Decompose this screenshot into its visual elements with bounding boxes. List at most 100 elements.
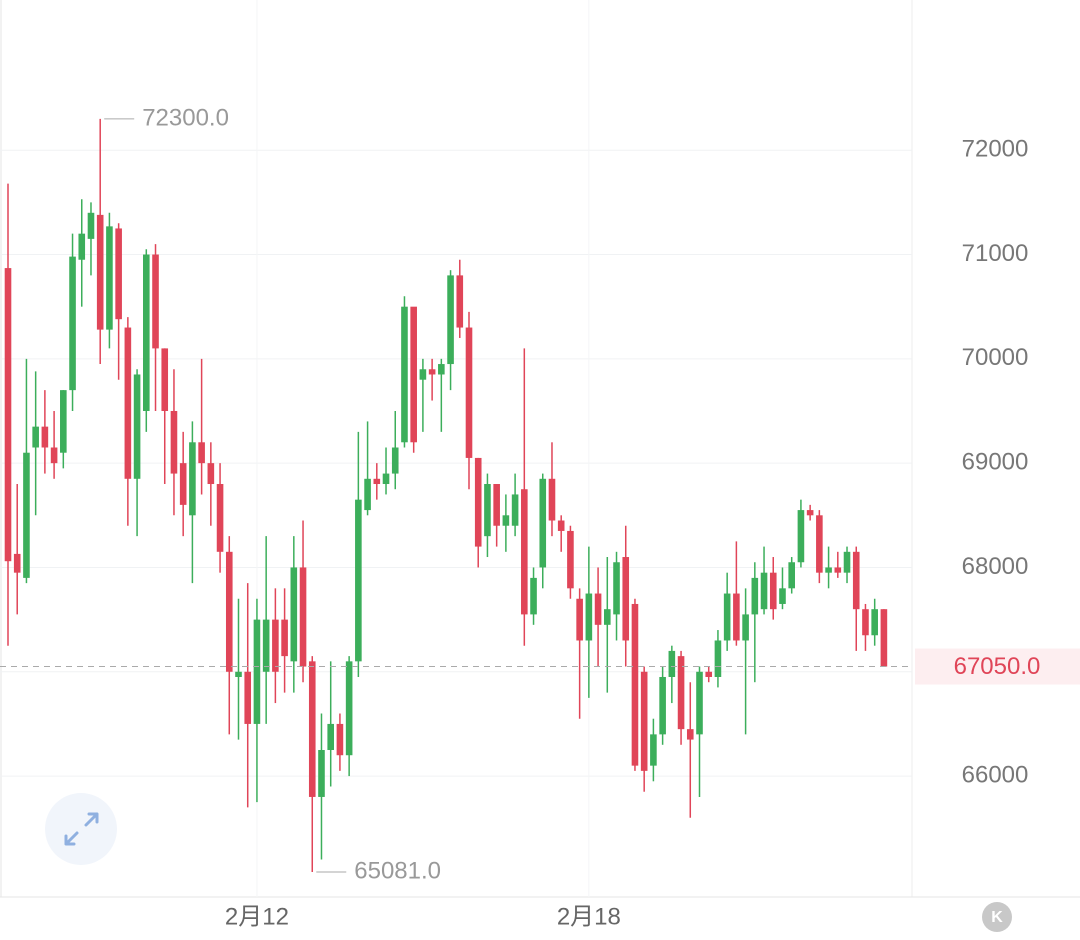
candle-body <box>428 369 436 375</box>
candle-body <box>106 226 113 330</box>
candle-body <box>373 478 381 485</box>
candle-body <box>788 562 795 589</box>
candle-body <box>69 256 76 391</box>
candle-body <box>816 515 823 573</box>
candle-body <box>769 572 777 610</box>
candle-body <box>244 671 252 724</box>
logo-text: K <box>991 909 1003 926</box>
y-tick-label: 66000 <box>962 761 1029 788</box>
candle-body <box>161 348 169 411</box>
candle-body <box>78 233 86 260</box>
candle-body <box>668 650 676 677</box>
candle-body <box>871 609 878 636</box>
candle-body <box>723 593 731 641</box>
candle-body <box>456 275 464 328</box>
candle-body <box>705 671 713 677</box>
candle-body <box>733 593 740 641</box>
x-tick-label: 2月12 <box>225 903 289 930</box>
candle-body <box>834 567 842 573</box>
candle-body <box>474 457 482 547</box>
candle-body <box>502 515 510 526</box>
candle-body <box>659 676 666 735</box>
candle-body <box>336 723 344 756</box>
candle-body <box>650 734 657 766</box>
candle-body <box>585 593 593 641</box>
candle-body <box>143 254 150 411</box>
candle-body <box>438 364 445 375</box>
candle-body <box>548 478 556 521</box>
candle-body <box>557 520 565 531</box>
candle-body <box>216 484 224 552</box>
candle-body <box>806 510 814 516</box>
candle-body <box>87 212 95 239</box>
candle-body <box>50 447 58 464</box>
candle-body <box>465 327 473 458</box>
candle-body <box>198 442 205 464</box>
last-price-label: 67050.0 <box>954 653 1041 680</box>
x-tick-label: 2月18 <box>557 903 621 930</box>
candle-body <box>410 306 417 443</box>
candle-body <box>391 447 399 474</box>
candle-body <box>631 603 639 766</box>
annotation-label: 65081.0 <box>354 857 441 884</box>
candle-body <box>419 369 427 380</box>
y-tick-label: 72000 <box>962 136 1029 163</box>
candle-body <box>133 374 141 479</box>
candle-body <box>521 489 528 615</box>
candle-body <box>272 619 279 672</box>
candle-body <box>576 598 583 641</box>
candle-body <box>60 390 67 453</box>
candle-body <box>760 572 768 610</box>
candle-body <box>447 275 454 365</box>
candle-body <box>235 671 242 677</box>
candle-body <box>594 593 602 625</box>
candle-body <box>115 228 122 320</box>
candle-body <box>677 656 685 730</box>
candle-body <box>742 614 749 641</box>
candle-body <box>152 254 159 349</box>
candle-body <box>4 268 12 562</box>
candle-body <box>751 577 759 615</box>
candle-body <box>96 214 104 330</box>
candle-body <box>604 609 611 625</box>
candle-body <box>170 410 178 474</box>
candle-body <box>364 478 371 511</box>
candle-body <box>355 499 362 662</box>
candle-body <box>253 619 261 724</box>
expand-icon <box>64 812 99 846</box>
candle-body <box>262 619 270 672</box>
candle-body <box>23 452 30 578</box>
candle-body <box>686 729 694 740</box>
candle-body <box>189 442 196 516</box>
candle-body <box>511 494 519 526</box>
candle-body <box>640 671 648 771</box>
candle-body <box>382 473 390 485</box>
candle-body <box>318 750 325 797</box>
candle-body <box>345 661 353 756</box>
candle-body <box>41 426 49 448</box>
candle-body <box>613 562 620 615</box>
expand-button[interactable] <box>45 793 117 865</box>
candle-body <box>862 609 869 636</box>
candle-body <box>484 484 491 537</box>
candle-body <box>327 723 334 751</box>
candle-body <box>843 551 851 573</box>
candle-body <box>797 510 805 563</box>
candle-body <box>281 619 288 657</box>
candle-body <box>539 478 547 568</box>
candle-body <box>530 577 537 615</box>
candle-body <box>308 661 316 797</box>
candle-body <box>299 567 307 667</box>
y-tick-label: 71000 <box>962 240 1029 267</box>
candle-body <box>493 484 500 526</box>
candle-body <box>179 463 187 505</box>
candle-body <box>290 567 298 662</box>
logo-circle[interactable] <box>982 902 1012 932</box>
candle-body <box>825 567 832 573</box>
candle-body <box>401 306 408 443</box>
candle-body <box>225 551 233 672</box>
candle-body <box>714 640 722 677</box>
candle-body <box>779 588 786 604</box>
